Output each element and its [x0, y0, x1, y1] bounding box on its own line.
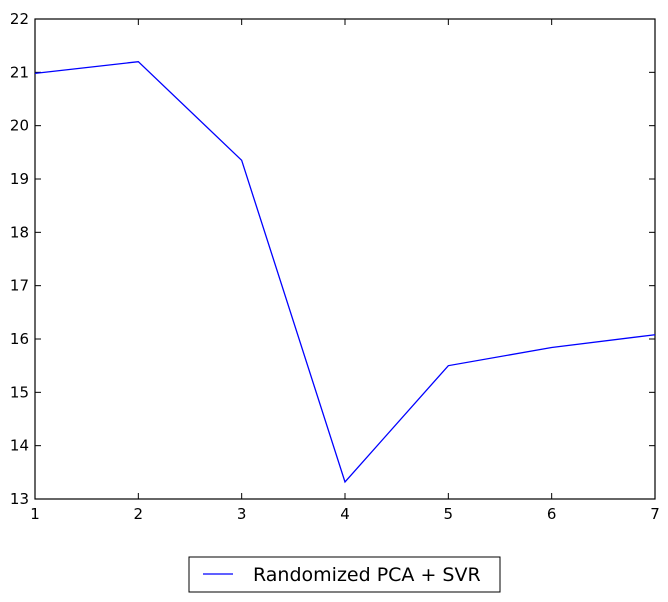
legend-box — [188, 556, 501, 593]
x-tick-label: 2 — [134, 505, 144, 523]
y-tick-label: 15 — [10, 383, 29, 401]
series-group — [34, 60, 656, 484]
y-tick-label: 21 — [10, 63, 29, 81]
plot-frame — [34, 18, 656, 500]
y-tick-label: 14 — [10, 437, 29, 455]
data-point — [654, 334, 655, 335]
data-point — [138, 61, 139, 62]
x-tick-label: 3 — [237, 505, 247, 523]
x-axis: 1 2 3 4 5 6 7 — [30, 19, 660, 523]
y-tick-label: 19 — [10, 170, 29, 188]
y-tick-label: 17 — [10, 277, 29, 295]
data-point — [34, 73, 35, 74]
legend-label: Randomized PCA + SVR — [253, 564, 481, 586]
legend: Randomized PCA + SVR — [188, 556, 501, 593]
series-line — [34, 60, 656, 484]
plot-area — [34, 18, 656, 500]
x-tick-label: 5 — [444, 505, 454, 523]
x-tick-label: 4 — [340, 505, 350, 523]
y-axis: 13 14 15 16 17 18 19 20 21 22 — [10, 10, 655, 508]
x-tick-label: 1 — [30, 505, 40, 523]
data-point — [241, 160, 242, 161]
y-tick-label: 22 — [10, 10, 29, 28]
y-tick-label: 18 — [10, 223, 29, 241]
data-point — [344, 481, 345, 482]
y-tick-label: 16 — [10, 330, 29, 348]
data-point — [448, 365, 449, 366]
x-tick-label: 7 — [650, 505, 660, 523]
y-tick-label: 13 — [10, 490, 29, 508]
y-tick-label: 20 — [10, 117, 29, 135]
data-point — [551, 347, 552, 348]
x-tick-label: 6 — [547, 505, 557, 523]
